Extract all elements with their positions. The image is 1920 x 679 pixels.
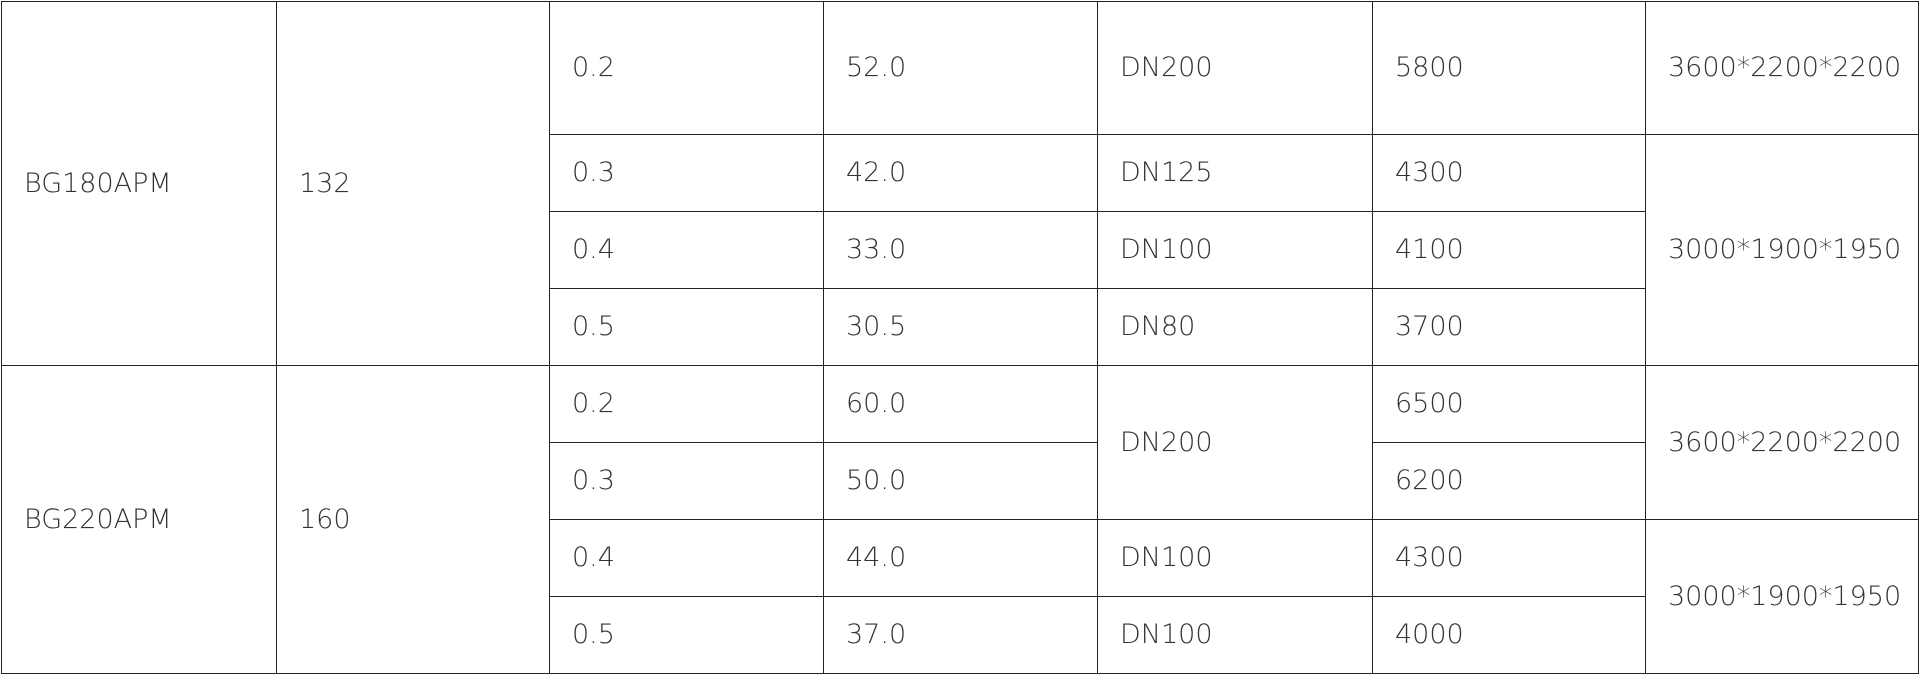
power-cell: 160 — [276, 365, 550, 674]
outlet-cell: DN200 — [1097, 365, 1373, 520]
weight-cell: 3700 — [1372, 288, 1646, 366]
flow-cell: 33.0 — [823, 211, 1098, 289]
size-cell: 3600*2200*2200 — [1645, 365, 1919, 520]
flow-cell: 42.0 — [823, 134, 1098, 212]
flow-cell: 52.0 — [823, 1, 1098, 135]
outlet-cell: DN100 — [1097, 519, 1373, 597]
outlet-cell: DN80 — [1097, 288, 1373, 366]
size-cell: 3000*1900*1950 — [1645, 134, 1919, 366]
table-row: 0.4 33.0 DN100 4100 — [2, 211, 1919, 289]
pressure-cell: 0.5 — [549, 288, 824, 366]
pressure-cell: 0.2 — [549, 1, 824, 135]
table-row: 0.3 50.0 6200 — [2, 442, 1919, 520]
flow-cell: 60.0 — [823, 365, 1098, 443]
outlet-cell: DN200 — [1097, 1, 1373, 135]
weight-cell: 4300 — [1372, 134, 1646, 212]
weight-cell: 4100 — [1372, 211, 1646, 289]
pressure-cell: 0.2 — [549, 365, 824, 443]
model-cell: BG180APM — [1, 1, 277, 366]
table-row: 0.4 44.0 DN100 4300 3000*1900*1950 — [2, 519, 1919, 674]
weight-cell: 4300 — [1372, 519, 1646, 597]
outlet-cell: DN100 — [1097, 596, 1373, 674]
size-cell: 3000*1900*1950 — [1645, 519, 1919, 674]
table-row: 0.5 30.5 DN80 3700 — [2, 288, 1919, 366]
weight-cell: 4000 — [1372, 596, 1646, 674]
flow-cell: 37.0 — [823, 596, 1098, 674]
pressure-cell: 0.3 — [549, 134, 824, 212]
pressure-cell: 0.5 — [549, 596, 824, 674]
flow-cell: 30.5 — [823, 288, 1098, 366]
power-cell: 132 — [276, 1, 550, 366]
size-cell: 3600*2200*2200 — [1645, 1, 1919, 135]
pressure-cell: 0.4 — [549, 211, 824, 289]
weight-cell: 5800 — [1372, 1, 1646, 135]
table-row: BG220APM 160 0.2 60.0 DN200 6500 3600*22… — [1, 365, 1919, 674]
flow-cell: 50.0 — [823, 442, 1098, 520]
flow-cell: 44.0 — [823, 519, 1098, 597]
pressure-cell: 0.4 — [549, 519, 824, 597]
pressure-cell: 0.3 — [549, 442, 824, 520]
outlet-cell: DN125 — [1097, 134, 1373, 212]
model-cell: BG220APM — [1, 365, 277, 674]
weight-cell: 6200 — [1372, 442, 1646, 520]
outlet-cell: DN100 — [1097, 211, 1373, 289]
weight-cell: 6500 — [1372, 365, 1646, 443]
table-row: 0.5 37.0 DN100 4000 — [2, 596, 1919, 674]
table-row: BG180APM 132 0.2 52.0 DN200 5800 3600*22… — [1, 1, 1919, 366]
